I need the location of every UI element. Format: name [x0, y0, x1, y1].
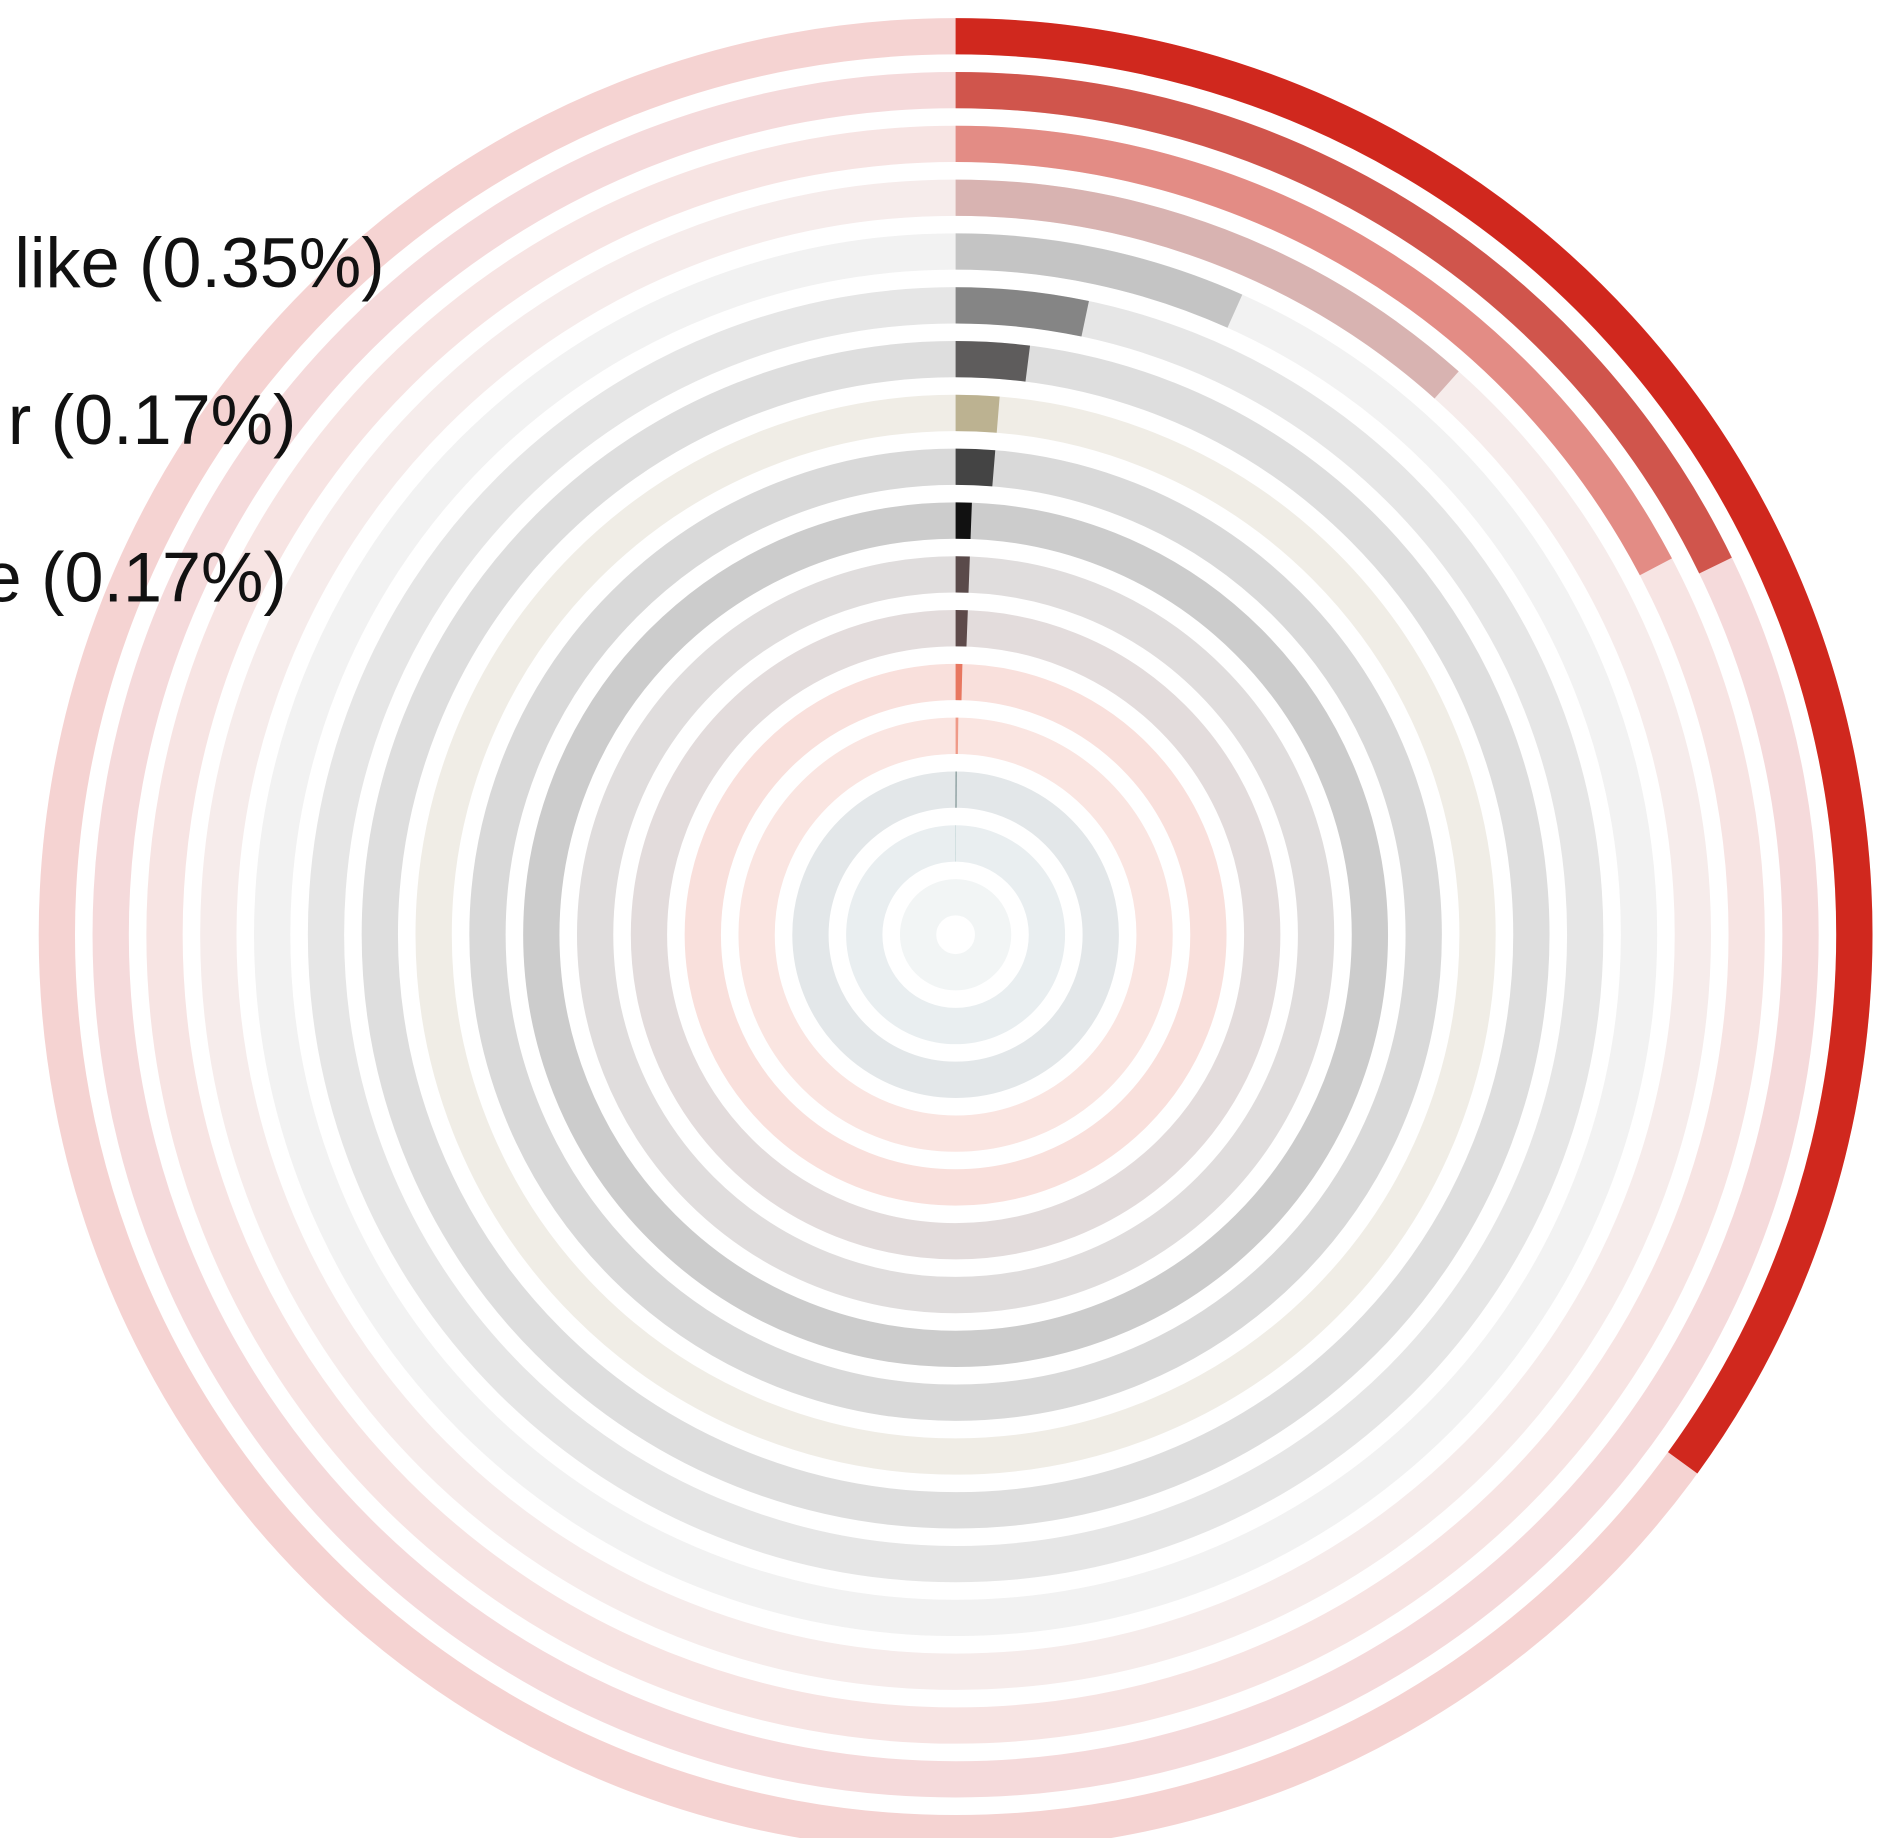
center-dot [941, 920, 971, 950]
ring-bar [955, 287, 1089, 337]
annotation: e (0.17%) [0, 538, 287, 616]
ring-track [899, 879, 1012, 991]
ring-bar [955, 394, 1000, 433]
ring-bar [955, 125, 1672, 576]
ring-bar [955, 179, 1459, 399]
ring-bar [955, 448, 996, 487]
ring-bar [955, 340, 1031, 382]
ring-bar [955, 18, 1873, 1474]
annotation: r (0.17%) [8, 381, 296, 459]
annotation: like (0.35%) [14, 224, 384, 302]
ring-bar [955, 71, 1732, 574]
ring-bar [955, 233, 1243, 328]
